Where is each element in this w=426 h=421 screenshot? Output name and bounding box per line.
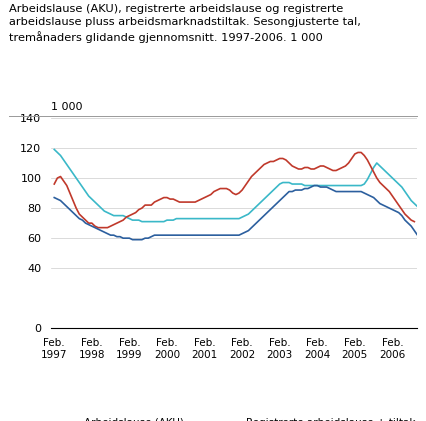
Text: Arbeidslause (AKU), registrerte arbeidslause og registrerte
arbeidslause pluss a: Arbeidslause (AKU), registrerte arbeidsl… bbox=[9, 4, 360, 43]
Text: 1 000: 1 000 bbox=[51, 101, 83, 112]
Legend: Arbeidslause (AKU), Registrerte arbeidslause, Registrerte arbeidslause + tiltak: Arbeidslause (AKU), Registrerte arbeidsl… bbox=[56, 413, 420, 421]
